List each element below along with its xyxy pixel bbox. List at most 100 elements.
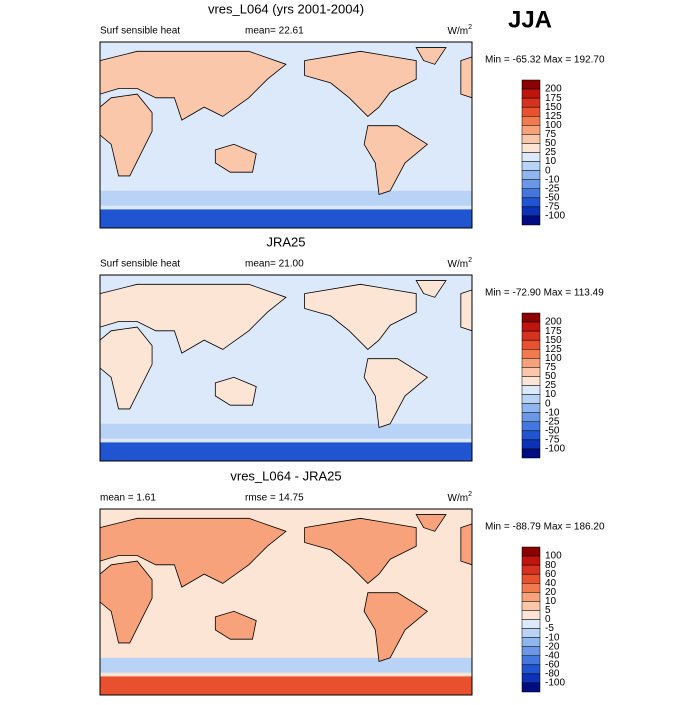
continent: [99, 283, 287, 354]
colorbar-label: 50: [545, 371, 557, 382]
continent: [99, 560, 153, 644]
colorbar-box: [521, 152, 541, 162]
colorbar-box: [521, 197, 541, 208]
colorbar-label: 150: [545, 335, 562, 346]
continent: [363, 592, 429, 663]
colorbar-box: [521, 421, 541, 432]
panel-title: vres_L064 - JRA25: [230, 468, 341, 483]
colorbar-label: 20: [545, 587, 557, 598]
colorbar-box: [521, 646, 541, 656]
continent: [415, 280, 447, 298]
continent: [99, 517, 287, 588]
colorbar-box: [521, 161, 541, 171]
colorbar-box: [521, 79, 541, 90]
colorbar-box: [521, 206, 541, 217]
antarctic-band: [100, 442, 472, 461]
colorbar-label: 60: [545, 569, 557, 580]
map-band: [100, 423, 472, 439]
colorbar-label: 80: [545, 560, 557, 571]
colorbar-box: [521, 321, 541, 332]
minmax-label: Min = -88.79 Max = 186.20: [485, 522, 605, 533]
colorbar-box: [521, 339, 541, 350]
colorbar-box: [521, 358, 541, 368]
center-label: rmse = 14.75: [245, 493, 304, 504]
colorbar-label: 75: [545, 129, 557, 140]
continent: [460, 523, 473, 566]
colorbar-label: -60: [545, 659, 560, 670]
colorbar-label: -40: [545, 650, 560, 661]
continent: [363, 358, 429, 429]
colorbar-label: 100: [545, 551, 562, 562]
continent: [460, 289, 473, 332]
colorbar-box: [521, 664, 541, 675]
colorbar-label: -10: [545, 407, 560, 418]
colorbar-label: 40: [545, 578, 557, 589]
colorbar-label: 200: [545, 317, 562, 328]
colorbar-box: [521, 619, 541, 629]
colorbar-box: [521, 583, 541, 593]
panel-title: vres_L064 (yrs 2001-2004): [208, 1, 364, 16]
colorbar-label: -25: [545, 183, 560, 194]
colorbar-box: [521, 97, 541, 108]
continent: [460, 56, 473, 99]
continent: [304, 50, 417, 117]
colorbar-box: [521, 143, 541, 153]
colorbar-box: [521, 394, 541, 404]
units-sup: 2: [468, 24, 472, 31]
colorbar-box: [521, 376, 541, 386]
antarctic-band: [100, 209, 472, 228]
colorbar-label: 0: [545, 398, 551, 409]
colorbar-box: [521, 106, 541, 117]
colorbar-box: [521, 573, 541, 584]
colorbar-label: 10: [545, 596, 557, 607]
continent: [214, 610, 257, 640]
colorbar-box: [521, 448, 541, 459]
colorbar-label: -50: [545, 425, 560, 436]
colorbar-label: 150: [545, 102, 562, 113]
colorbar-label: -100: [545, 211, 565, 222]
colorbar-box: [521, 403, 541, 413]
minmax-label: Min = -65.32 Max = 192.70: [485, 55, 605, 66]
colorbar-label: -10: [545, 632, 560, 643]
colorbar-label: 10: [545, 156, 557, 167]
colorbar-label: 100: [545, 120, 562, 131]
colorbar-box: [521, 592, 541, 602]
season-title: JJA: [508, 6, 552, 33]
colorbar-box: [521, 682, 541, 693]
colorbar-label: 50: [545, 138, 557, 149]
colorbar-label: -100: [545, 444, 565, 455]
left-label: mean = 1.61: [100, 493, 156, 504]
map-frame: [99, 41, 473, 229]
colorbar-box: [521, 628, 541, 638]
map-band: [100, 657, 472, 673]
center-label: mean= 22.61: [245, 26, 304, 37]
center-label: mean= 21.00: [245, 259, 304, 270]
colorbar-label: -80: [545, 669, 560, 680]
continent: [363, 125, 429, 196]
continent: [214, 376, 257, 406]
colorbar-label: -25: [545, 416, 560, 427]
colorbar-label: 125: [545, 344, 562, 355]
minmax-label: Min = -72.90 Max = 113.49: [485, 288, 604, 299]
colorbar-label: 100: [545, 353, 562, 364]
colorbar-label: -100: [545, 678, 565, 689]
colorbar-box: [521, 655, 541, 666]
units-base: W/m: [448, 26, 469, 37]
panel-title: JRA25: [266, 234, 305, 249]
colorbar-box: [521, 330, 541, 341]
units-label: W/m2: [448, 24, 473, 37]
colorbar-box: [521, 610, 541, 620]
continent: [99, 326, 153, 410]
colorbar-box: [521, 134, 541, 144]
units-label: W/m2: [448, 257, 473, 270]
colorbar-label: -20: [545, 641, 560, 652]
units-sup: 2: [468, 257, 472, 264]
continent: [415, 514, 447, 532]
colorbar-label: 75: [545, 362, 557, 373]
colorbar-label: 25: [545, 147, 557, 158]
colorbar-label: 0: [545, 614, 551, 625]
colorbar-box: [521, 430, 541, 441]
units-base: W/m: [448, 259, 469, 270]
